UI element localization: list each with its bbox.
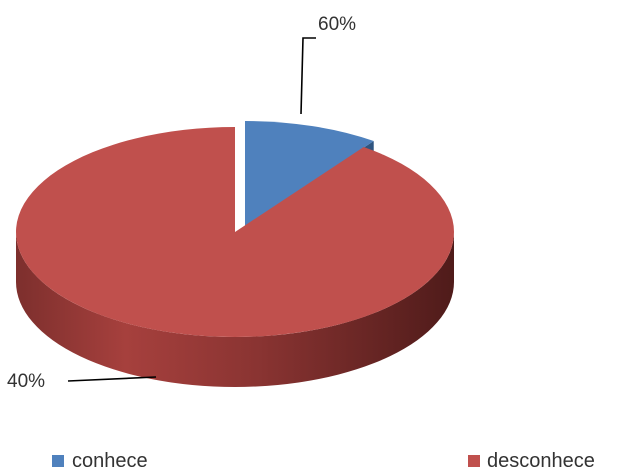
legend-label-desconhece: desconhece <box>487 450 595 472</box>
leader-line-desconhece <box>67 376 157 382</box>
data-label-conhece: 60% <box>318 14 356 35</box>
pie-slice-conhece <box>245 121 374 226</box>
leader-line-conhece <box>300 37 316 115</box>
pie-slice-desconhece-side <box>16 232 454 387</box>
legend-swatch-desconhece <box>468 455 480 467</box>
legend-swatch-conhece <box>52 455 64 467</box>
pie-slice-desconhece <box>16 127 455 338</box>
legend-label-conhece: conhece <box>72 450 148 472</box>
data-label-desconhece: 40% <box>7 371 45 392</box>
legend: conhece desconhece <box>52 450 595 472</box>
